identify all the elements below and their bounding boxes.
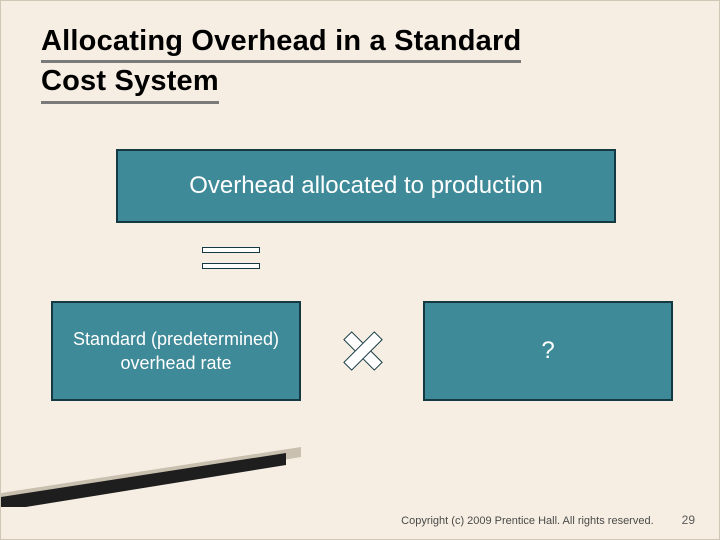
title-line-2: Cost System <box>41 63 219 103</box>
page-number: 29 <box>682 513 695 527</box>
equals-icon <box>202 247 260 275</box>
slide-title: Allocating Overhead in a Standard Cost S… <box>41 23 681 104</box>
equals-bar-top <box>202 247 260 253</box>
equals-bar-bottom <box>202 263 260 269</box>
footer: Copyright (c) 2009 Prentice Hall. All ri… <box>1 513 719 527</box>
box-standard-rate: Standard (predetermined) overhead rate <box>51 301 301 401</box>
box-unknown-label: ? <box>541 337 554 365</box>
multiply-icon <box>344 332 382 370</box>
title-line-1: Allocating Overhead in a Standard <box>41 23 521 63</box>
decorative-wedge <box>1 447 321 491</box>
slide: Allocating Overhead in a Standard Cost S… <box>0 0 720 540</box>
box-unknown: ? <box>423 301 673 401</box>
box-standard-rate-label: Standard (predetermined) overhead rate <box>63 327 289 376</box>
box-overhead-allocated-label: Overhead allocated to production <box>189 172 543 200</box>
copyright-text: Copyright (c) 2009 Prentice Hall. All ri… <box>401 515 654 527</box>
box-overhead-allocated: Overhead allocated to production <box>116 149 616 223</box>
